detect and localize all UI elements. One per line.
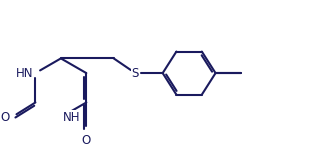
Text: O: O <box>82 134 91 147</box>
Text: NH: NH <box>63 111 80 124</box>
Text: HN: HN <box>16 67 34 80</box>
Text: O: O <box>1 111 10 124</box>
Text: S: S <box>132 67 139 80</box>
